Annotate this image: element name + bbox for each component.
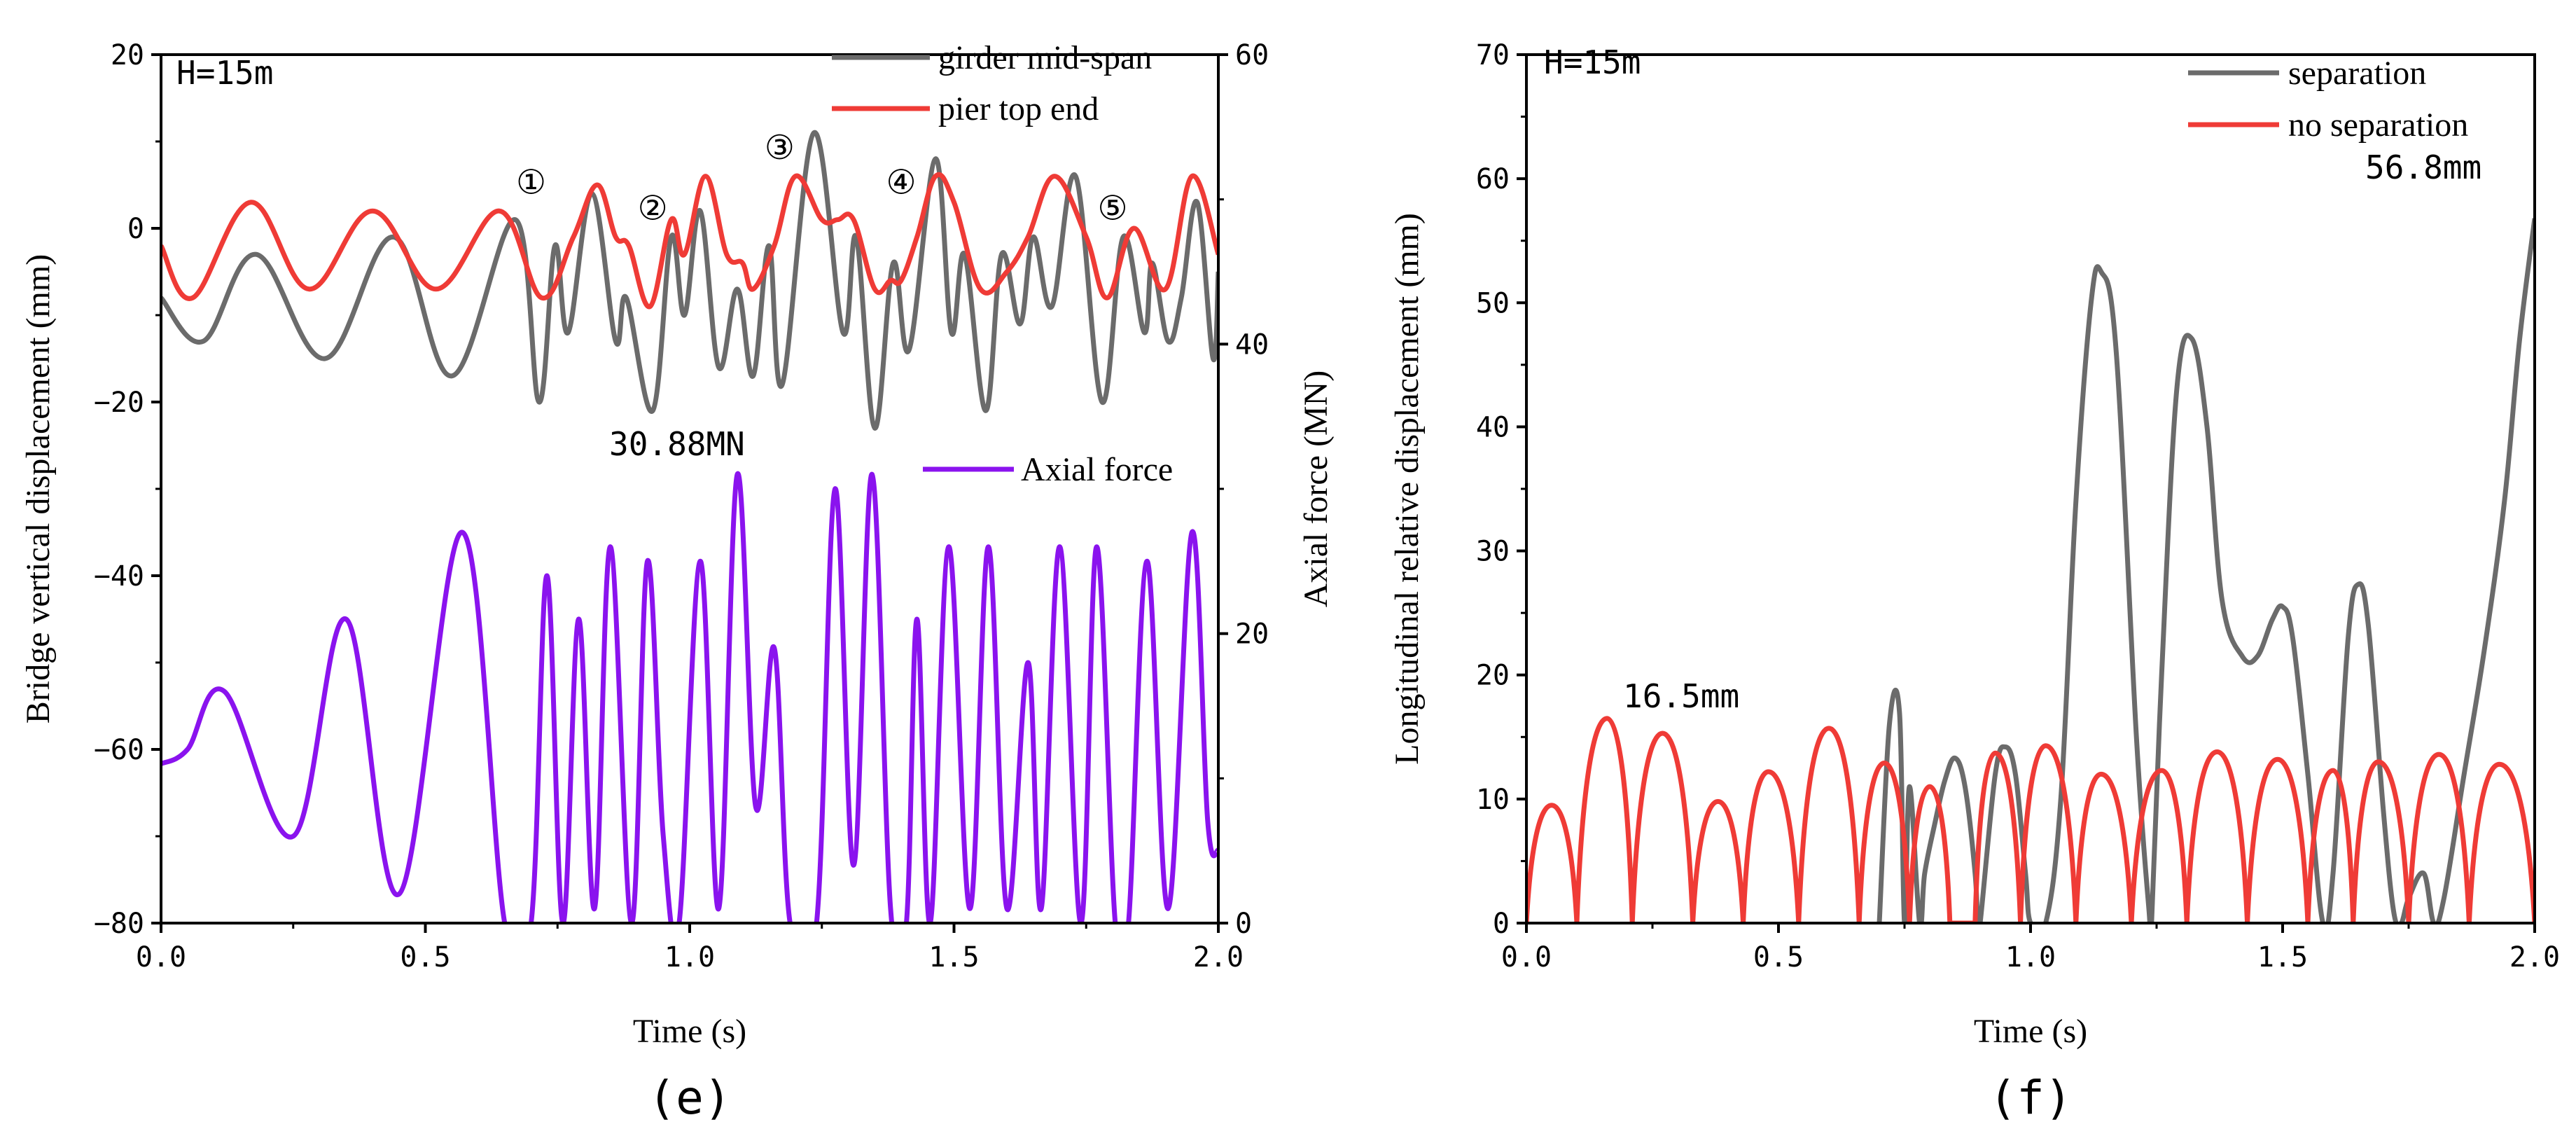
panel-e-x-tick-label: 2.0 — [1193, 941, 1244, 974]
panel-e-axes: 0.0 0.5 1.0 1.5 2.0 −80 −60 −40 −20 0 20 0 20 40 60 — [94, 39, 1269, 974]
panel-e-y-left-title: Bridge vertical displacement (mm) — [20, 254, 57, 723]
panel-f-x-tick-label: 1.5 — [2257, 941, 2308, 974]
panel-e-y-right-title: Axial force (MN) — [1297, 370, 1335, 608]
legend-label-no-separation: no separation — [2288, 106, 2468, 144]
panel-f-y-tick-label: 30 — [1476, 536, 1510, 568]
panel-e-right-y-tick-label: 60 — [1235, 39, 1269, 71]
panel-f-max-annotation: 56.8mm — [2365, 148, 2481, 186]
legend-label-girder: girder mid-span — [938, 39, 1152, 76]
legend-label-axial: Axial force — [1021, 451, 1173, 488]
series-line-pier-top-end — [161, 172, 1218, 310]
panel-e-left-y-tick-label: −40 — [94, 560, 144, 593]
panel-f-height-annotation: H=15m — [1544, 43, 1641, 81]
panel-f-y-title: Longitudinal relative displacement (mm) — [1388, 213, 1426, 765]
panel-e-right-y-tick-label: 40 — [1235, 328, 1269, 361]
panel-e-right-y-tick-label: 20 — [1235, 618, 1269, 651]
panel-e-right-y-tick-label: 0 — [1235, 908, 1252, 940]
panel-f-x-tick-label: 1.0 — [2005, 941, 2056, 974]
panel-f-y-tick-label: 40 — [1476, 411, 1510, 443]
circled-number-label: ④ — [886, 162, 916, 202]
panel-e-x-tick-label: 0.5 — [400, 941, 450, 974]
panel-f-min-annotation: 16.5mm — [1623, 677, 1739, 715]
legend-label-separation: separation — [2288, 55, 2426, 92]
panel-f-y-tick-label: 60 — [1476, 163, 1510, 195]
panel-f-y-tick-label: 0 — [1493, 908, 1510, 940]
panel-f-y-tick-label: 10 — [1476, 784, 1510, 816]
panel-e-x-tick-label: 1.0 — [664, 941, 715, 974]
panel-f-x-tick-label: 2.0 — [2509, 941, 2560, 974]
panel-f-y-tick-label: 50 — [1476, 287, 1510, 319]
panel-e-circled-labels: ① ② ③ ④ ⑤ — [516, 128, 1128, 228]
panel-f-x-tick-label: 0.0 — [1501, 941, 1552, 974]
panel-e-chart: 0.0 0.5 1.0 1.5 2.0 −80 −60 −40 −20 0 20 0 20 40 60 H=… — [20, 39, 1335, 1125]
panel-f-chart: 0.0 0.5 1.0 1.5 2.0 0 10 20 30 40 50 60 70 H=15m 16.… — [1388, 39, 2560, 1125]
panel-f-x-tick-label: 0.5 — [1753, 941, 1804, 974]
circled-number-label: ② — [638, 189, 668, 228]
panel-e-left-y-tick-label: −80 — [94, 908, 144, 940]
panel-f-y-tick-label: 70 — [1476, 39, 1510, 71]
panel-f-label: (f) — [1989, 1071, 2072, 1125]
legend-label-pier: pier top end — [938, 90, 1099, 127]
panel-f-x-axis-title: Time (s) — [1974, 1013, 2087, 1050]
series-line-separation — [1877, 218, 2535, 923]
panel-e-left-y-tick-label: −20 — [94, 387, 144, 419]
panel-e-x-tick-label: 0.0 — [136, 941, 186, 974]
panel-e-label: (e) — [648, 1071, 731, 1125]
panel-f-axes: 0.0 0.5 1.0 1.5 2.0 0 10 20 30 40 50 60 70 — [1476, 39, 2560, 974]
panel-e-legend: girder mid-span pier top end Axial force — [832, 39, 1173, 488]
panel-e-x-axis-title: Time (s) — [633, 1013, 746, 1050]
panel-e-left-y-tick-label: 0 — [127, 213, 144, 245]
panel-f-y-tick-label: 20 — [1476, 660, 1510, 692]
panel-e-peak-annotation: 30.88MN — [609, 425, 745, 463]
series-line-girder-mid-span — [161, 130, 1218, 431]
circled-number-label: ⑤ — [1097, 189, 1127, 228]
panel-f-legend: separation no separation — [2188, 55, 2468, 144]
panel-e-left-y-tick-label: 20 — [111, 39, 144, 71]
circled-number-label: ③ — [765, 128, 795, 167]
panel-e-height-annotation: H=15m — [176, 54, 273, 92]
panel-e-left-y-tick-label: −60 — [94, 734, 144, 766]
circled-number-label: ① — [516, 162, 546, 202]
panel-e-x-tick-label: 1.5 — [928, 941, 979, 974]
